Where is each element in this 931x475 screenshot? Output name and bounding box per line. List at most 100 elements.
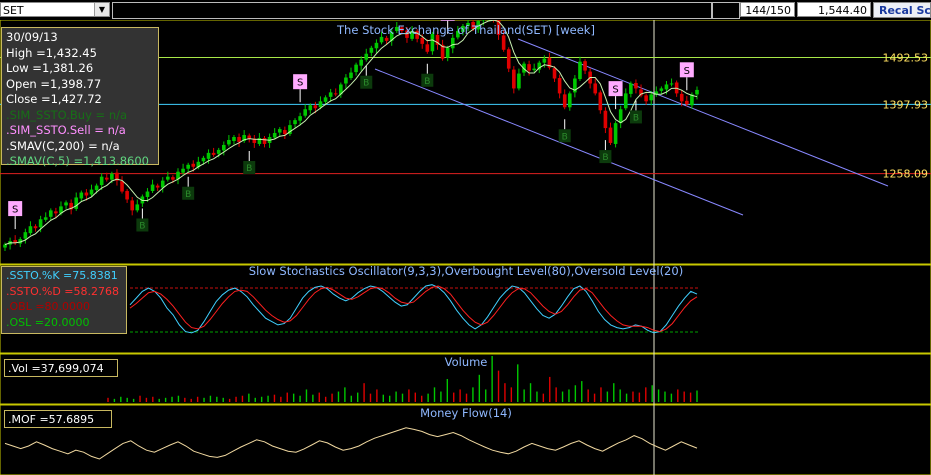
candle-body — [43, 217, 48, 220]
candle-body — [288, 125, 292, 135]
candle-body — [629, 83, 633, 94]
candle-body — [110, 173, 114, 180]
candle-body — [532, 68, 536, 71]
candle-body — [298, 116, 302, 121]
candle-body — [664, 84, 669, 90]
candle-body — [104, 177, 109, 180]
candle-body — [33, 226, 38, 229]
candle-body — [527, 64, 531, 71]
signal-markers: SSSSSSBBBBBBBB — [8, 20, 694, 232]
level-label-2: 1258.09 — [883, 168, 929, 181]
candle-body — [400, 27, 404, 31]
candle-body — [28, 226, 33, 234]
candle-body — [262, 138, 267, 144]
candle-body — [359, 59, 363, 66]
candle-body — [145, 191, 150, 197]
candle-body — [613, 123, 618, 144]
candle-body — [537, 62, 542, 70]
candle-body — [323, 97, 328, 102]
candle-body — [79, 192, 84, 199]
candle-body — [150, 184, 155, 192]
candle-body — [542, 58, 547, 63]
candle-body — [450, 37, 455, 49]
buy-signal-label: B — [633, 113, 639, 123]
candle-body — [313, 105, 318, 109]
candle-body — [84, 192, 89, 196]
candlestick-series — [3, 20, 699, 252]
candle-body — [135, 204, 140, 211]
candle-body — [166, 176, 170, 180]
candle-body — [59, 206, 63, 214]
info-high: High =1,432.45 — [6, 45, 97, 60]
candle-body — [649, 94, 654, 101]
sell-signal-box — [679, 62, 694, 78]
candle-body — [384, 37, 389, 41]
candle-body — [639, 89, 643, 96]
candle-body — [3, 244, 7, 248]
candle-body — [415, 30, 419, 39]
candle-body — [232, 137, 236, 141]
candle-body — [308, 105, 313, 111]
buy-signal-box — [629, 110, 642, 124]
candle-body — [252, 138, 257, 143]
bar-counter: 144/150 — [740, 2, 795, 17]
toolbar-slot-2 — [712, 2, 740, 19]
buy-signal-label: B — [185, 190, 191, 200]
candle-body — [547, 57, 552, 68]
candle-body — [369, 47, 374, 53]
ssto-d-value: .SSTO.%D =58.2768 — [6, 284, 120, 298]
candle-body — [608, 127, 613, 143]
info-sim-sell: .SIM_SSTO.Sell = n/a — [6, 123, 126, 137]
candle-body — [466, 23, 470, 26]
candle-body — [471, 22, 475, 29]
candle-body — [206, 152, 211, 159]
candle-body — [186, 164, 190, 169]
candle-body — [125, 191, 129, 200]
info-close: Close =1,427.72 — [6, 92, 102, 106]
level-label-0: 1492.53 — [883, 51, 929, 64]
buy-signal-label: B — [246, 164, 252, 174]
candle-body — [364, 53, 369, 60]
candle-body — [430, 33, 435, 52]
candle-body — [344, 77, 348, 84]
candle-body — [18, 239, 23, 244]
candle-body — [456, 30, 460, 38]
chevron-down-icon[interactable]: ▼ — [94, 3, 109, 16]
candle-body — [583, 61, 587, 71]
recal-scale-button[interactable]: Recal Sca — [873, 2, 931, 18]
candle-body — [38, 219, 43, 228]
buy-signal-box — [421, 73, 434, 87]
symbol-select[interactable]: SET ▼ — [0, 2, 110, 17]
candle-body — [562, 94, 567, 108]
ssto-d-line — [129, 285, 698, 333]
ssto-k-line — [129, 284, 698, 334]
candle-body — [13, 240, 17, 244]
candle-body — [695, 89, 699, 95]
candle-body — [374, 42, 379, 49]
candle-body — [659, 88, 664, 91]
candle-body — [349, 72, 353, 79]
buy-signal-box — [182, 186, 195, 200]
buy-signal-label: B — [363, 79, 369, 89]
candle-body — [552, 68, 557, 79]
sell-signal-label: S — [297, 78, 303, 89]
candle-body — [685, 100, 689, 105]
candle-body — [89, 189, 94, 195]
candle-body — [155, 185, 160, 188]
candle-body — [501, 35, 506, 50]
candle-body — [394, 26, 399, 31]
candle-body — [679, 93, 684, 102]
info-open: Open =1,398.77 — [6, 76, 102, 91]
candle-body — [318, 101, 323, 108]
candle-body — [54, 211, 58, 214]
candle-body — [496, 20, 501, 35]
info-date: 30/09/13 — [6, 30, 58, 44]
candle-body — [517, 73, 521, 89]
candle-body — [99, 176, 104, 186]
volume-bars — [107, 356, 698, 402]
buy-signal-box — [243, 160, 256, 174]
candle-body — [634, 82, 638, 89]
mof-info-box: .MOF =57.6895 — [4, 410, 112, 428]
candle-body — [130, 200, 135, 211]
